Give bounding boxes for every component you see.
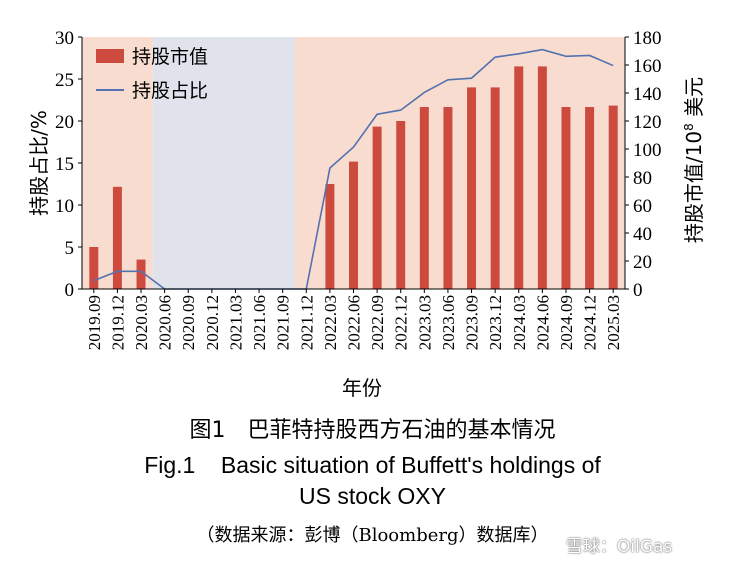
chart: 0 5 10 15 20 25 30 0 20 40 60 80 100 120 140 160 180 2019… xyxy=(27,28,706,400)
caption-source: （数据来源：彭博（Bloomberg）数据库） xyxy=(196,525,549,546)
x-tick-label: 2024.03 xyxy=(510,295,529,350)
bar-2023.09 xyxy=(467,87,477,290)
right-tick-label: 60 xyxy=(633,196,652,217)
bar-2023.12 xyxy=(490,87,500,290)
x-tick-label: 2020.03 xyxy=(132,295,151,350)
right-axis-label-sup: 8 xyxy=(682,123,696,131)
right-tick-label: 0 xyxy=(633,280,643,301)
bar-2024.12 xyxy=(585,107,595,289)
right-tick-label: 160 xyxy=(633,56,662,77)
x-tick-label: 2020.06 xyxy=(156,295,175,350)
left-tick-label: 15 xyxy=(55,154,74,175)
right-axis-label-unit: 美元 xyxy=(682,77,706,123)
x-tick-label: 2022.03 xyxy=(321,295,340,350)
x-tick-label: 2024.12 xyxy=(581,295,600,350)
right-tick-label: 100 xyxy=(633,140,662,161)
bar-2024.09 xyxy=(561,107,571,289)
left-tick-label: 20 xyxy=(55,112,74,133)
right-tick-label: 80 xyxy=(633,168,652,189)
caption-chinese: 图1 巴菲特持股西方石油的基本情况 xyxy=(189,418,556,443)
x-axis-label: 年份 xyxy=(342,376,382,400)
right-tick-label: 40 xyxy=(633,224,652,245)
x-tick-label: 2023.12 xyxy=(486,295,505,350)
bar-2023.03 xyxy=(419,107,429,289)
x-tick-label: 2024.06 xyxy=(533,295,552,350)
x-tick-label: 2019.09 xyxy=(85,295,104,350)
right-axis-label-main: 持股市值/10 xyxy=(682,131,706,243)
right-tick-label: 140 xyxy=(633,84,662,105)
x-tick-label: 2021.06 xyxy=(250,295,269,350)
caption-english-line2: US stock OXY xyxy=(299,483,446,509)
shaded-period-1 xyxy=(152,37,295,289)
x-tick-label: 2020.09 xyxy=(179,295,198,350)
x-tick-label: 2024.09 xyxy=(557,295,576,350)
right-tick-label: 120 xyxy=(633,112,662,133)
left-tick-label: 5 xyxy=(65,238,75,259)
bar-2024.06 xyxy=(537,66,547,290)
x-tick-label: 2023.09 xyxy=(463,295,482,350)
caption-english: Fig.1 Basic situation of Buffett's holdi… xyxy=(0,450,745,512)
bar-series xyxy=(89,66,618,290)
legend-bar-swatch xyxy=(96,49,124,63)
x-tick-label: 2023.06 xyxy=(439,295,458,350)
caption-english-line1: Fig.1 Basic situation of Buffett's holdi… xyxy=(144,452,601,478)
right-tick-label: 180 xyxy=(633,28,662,49)
legend: 持股市值 持股占比 xyxy=(96,46,208,102)
bar-2023.06 xyxy=(443,107,453,289)
bar-2024.03 xyxy=(514,66,524,290)
x-tick-label: 2021.09 xyxy=(274,295,293,350)
x-tick-label: 2022.06 xyxy=(345,295,364,350)
bar-2019.12 xyxy=(112,186,122,289)
left-axis-label: 持股占比/% xyxy=(27,110,51,216)
bar-2022.06 xyxy=(349,161,358,289)
x-tick-label: 2022.12 xyxy=(392,295,411,350)
bar-2020.03 xyxy=(136,259,146,289)
bar-2019.09 xyxy=(89,247,99,289)
right-tick-label: 20 xyxy=(633,252,652,273)
x-tick-label: 2019.12 xyxy=(108,295,127,350)
right-axis-label: 持股市值/108 美元 xyxy=(682,77,706,243)
left-tick-label: 10 xyxy=(55,196,74,217)
legend-line-label: 持股占比 xyxy=(132,80,208,102)
watermark: 雪球：OilGas xyxy=(566,537,673,557)
left-tick-label: 30 xyxy=(55,28,74,49)
axes: 0 5 10 15 20 25 30 0 20 40 60 80 100 120 140 160 180 2019… xyxy=(55,28,662,350)
x-tick-label: 2023.03 xyxy=(415,295,434,350)
x-tick-label: 2021.03 xyxy=(226,295,245,350)
left-tick-label: 0 xyxy=(65,280,75,301)
bar-2025.03 xyxy=(608,105,618,289)
x-tick-label: 2021.12 xyxy=(297,295,316,350)
bar-2022.03 xyxy=(325,184,335,289)
left-tick-label: 25 xyxy=(55,70,74,91)
shaded-period-2 xyxy=(294,37,625,289)
legend-bar-label: 持股市值 xyxy=(132,46,208,68)
x-tick-label: 2022.09 xyxy=(368,295,387,350)
x-tick-label: 2020.12 xyxy=(203,295,222,350)
bar-2022.09 xyxy=(372,126,382,289)
x-tick-label: 2025.03 xyxy=(604,295,623,350)
bar-2022.12 xyxy=(396,121,406,289)
